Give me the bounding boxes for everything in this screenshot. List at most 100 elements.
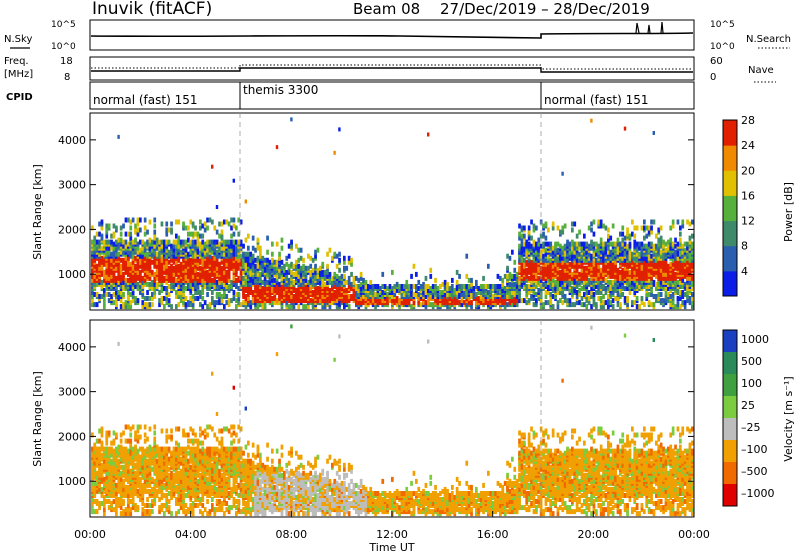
power-cell-2471 bbox=[429, 296, 433, 301]
power-cell-242 bbox=[115, 298, 118, 304]
power-cell-2455 bbox=[424, 304, 428, 310]
power-cell-3133 bbox=[551, 294, 555, 299]
power-cell-670 bbox=[160, 265, 164, 271]
power-cell-3317 bbox=[571, 286, 574, 291]
power-cell-3879 bbox=[631, 279, 634, 285]
power-cell-4307 bbox=[676, 296, 680, 301]
power-cell-728 bbox=[167, 284, 171, 289]
power-cell-1396 bbox=[237, 231, 241, 237]
power-cell-890 bbox=[184, 253, 188, 259]
power-ylabel: Slant Range [km] bbox=[31, 164, 44, 260]
power-cell-4211 bbox=[664, 247, 668, 253]
power-cell-1173 bbox=[213, 225, 217, 231]
velocity-cell-36 bbox=[93, 480, 97, 486]
velocity-cell-332 bbox=[124, 507, 128, 513]
power-cell-2436 bbox=[417, 279, 421, 285]
power-cell-2820 bbox=[518, 265, 521, 271]
power-cell-3397 bbox=[578, 241, 581, 247]
power-cell-3417 bbox=[580, 241, 584, 247]
power-cell-1977 bbox=[314, 286, 317, 291]
power-cell-1829 bbox=[292, 294, 296, 299]
power-cell-2613 bbox=[470, 304, 473, 310]
power-cell-233 bbox=[112, 249, 116, 255]
power-cell-1661 bbox=[268, 259, 272, 265]
power-cell-2021 bbox=[321, 298, 325, 304]
power-cell-1134 bbox=[211, 290, 214, 295]
power-cell-4076 bbox=[650, 241, 653, 247]
power-cell-3334 bbox=[571, 227, 574, 233]
power-cell-1824 bbox=[290, 239, 293, 245]
power-cell-3557 bbox=[597, 271, 601, 277]
power-cell-3519 bbox=[592, 259, 596, 265]
power-cell-1753 bbox=[280, 245, 284, 251]
velocity-cell-53 bbox=[95, 488, 99, 494]
power-cell-1538 bbox=[254, 271, 257, 277]
power-cell-3602 bbox=[602, 294, 605, 299]
power-cell-662 bbox=[160, 286, 164, 291]
power-cell-2771 bbox=[508, 255, 512, 261]
power-cell-2856 bbox=[520, 225, 524, 231]
power-cell-399 bbox=[129, 231, 133, 237]
power-cell-1340 bbox=[232, 273, 236, 279]
power-cell-4183 bbox=[662, 259, 665, 265]
power-cell-3614 bbox=[602, 255, 605, 261]
power-cell-1042 bbox=[201, 296, 205, 301]
power-cell-1496 bbox=[249, 269, 253, 275]
power-cell-2519 bbox=[443, 292, 447, 297]
power-cell-2658 bbox=[482, 275, 485, 281]
power-cell-3288 bbox=[566, 239, 569, 245]
velocity-cell-358 bbox=[127, 497, 130, 502]
velocity-cell-114 bbox=[100, 440, 104, 446]
power-cell-2112 bbox=[335, 281, 339, 287]
power-cell-541 bbox=[146, 281, 149, 287]
velocity-cell-18 bbox=[91, 464, 94, 470]
power-cell-4360 bbox=[681, 284, 685, 289]
power-cell-947 bbox=[191, 298, 195, 304]
power-cell-2100 bbox=[333, 271, 337, 277]
power-cell-1521 bbox=[251, 253, 255, 259]
velocity-cell-60 bbox=[95, 470, 99, 476]
power-cell-1128 bbox=[208, 245, 212, 251]
power-cell-3698 bbox=[611, 279, 615, 285]
power-cell-4256 bbox=[669, 241, 673, 247]
power-cell-2528 bbox=[446, 292, 449, 297]
power-cell-2295 bbox=[376, 292, 380, 297]
power-cell-3253 bbox=[563, 267, 567, 273]
power-cell-2404 bbox=[407, 284, 411, 289]
velocity-cell-9 bbox=[91, 484, 94, 490]
power-cell-1836 bbox=[292, 271, 296, 277]
power-cell-317 bbox=[122, 275, 125, 281]
power-cell-3405 bbox=[580, 273, 584, 279]
power-cell-1217 bbox=[220, 298, 224, 304]
velocity-cell-308 bbox=[119, 444, 123, 450]
velocity-cell-396 bbox=[129, 450, 133, 456]
cpid-segment-2: themis 3300 bbox=[243, 83, 318, 97]
velocity-cell-349 bbox=[124, 450, 128, 456]
power-cell-2492 bbox=[434, 284, 437, 289]
power-cell-457 bbox=[136, 281, 140, 287]
power-cell-627 bbox=[155, 267, 159, 273]
power-cell-3175 bbox=[556, 304, 560, 310]
velocity-cell-160 bbox=[105, 446, 109, 452]
velocity-cell-176 bbox=[107, 474, 111, 480]
power-cell-3969 bbox=[640, 273, 644, 279]
power-cell-1755 bbox=[283, 298, 286, 304]
power-cell-3435 bbox=[583, 245, 586, 251]
power-cell-3266 bbox=[566, 298, 569, 304]
power-cell-1294 bbox=[227, 298, 231, 304]
power-cell-1292 bbox=[225, 219, 229, 225]
power-cell-3792 bbox=[621, 261, 625, 267]
power-cell-3806 bbox=[623, 286, 627, 291]
power-cell-1636 bbox=[266, 279, 269, 285]
power-cell-2428 bbox=[415, 284, 418, 289]
velocity-cell-250 bbox=[115, 482, 118, 488]
power-cell-4233 bbox=[669, 302, 673, 308]
power-cell-238 bbox=[112, 231, 116, 237]
power-cell-1388 bbox=[237, 257, 241, 263]
power-cell-3995 bbox=[643, 259, 646, 265]
power-cell-2322 bbox=[383, 284, 387, 289]
power-cell-2230 bbox=[359, 281, 363, 287]
power-cell-2937 bbox=[530, 259, 533, 265]
velocity-cell-2 bbox=[91, 505, 94, 511]
